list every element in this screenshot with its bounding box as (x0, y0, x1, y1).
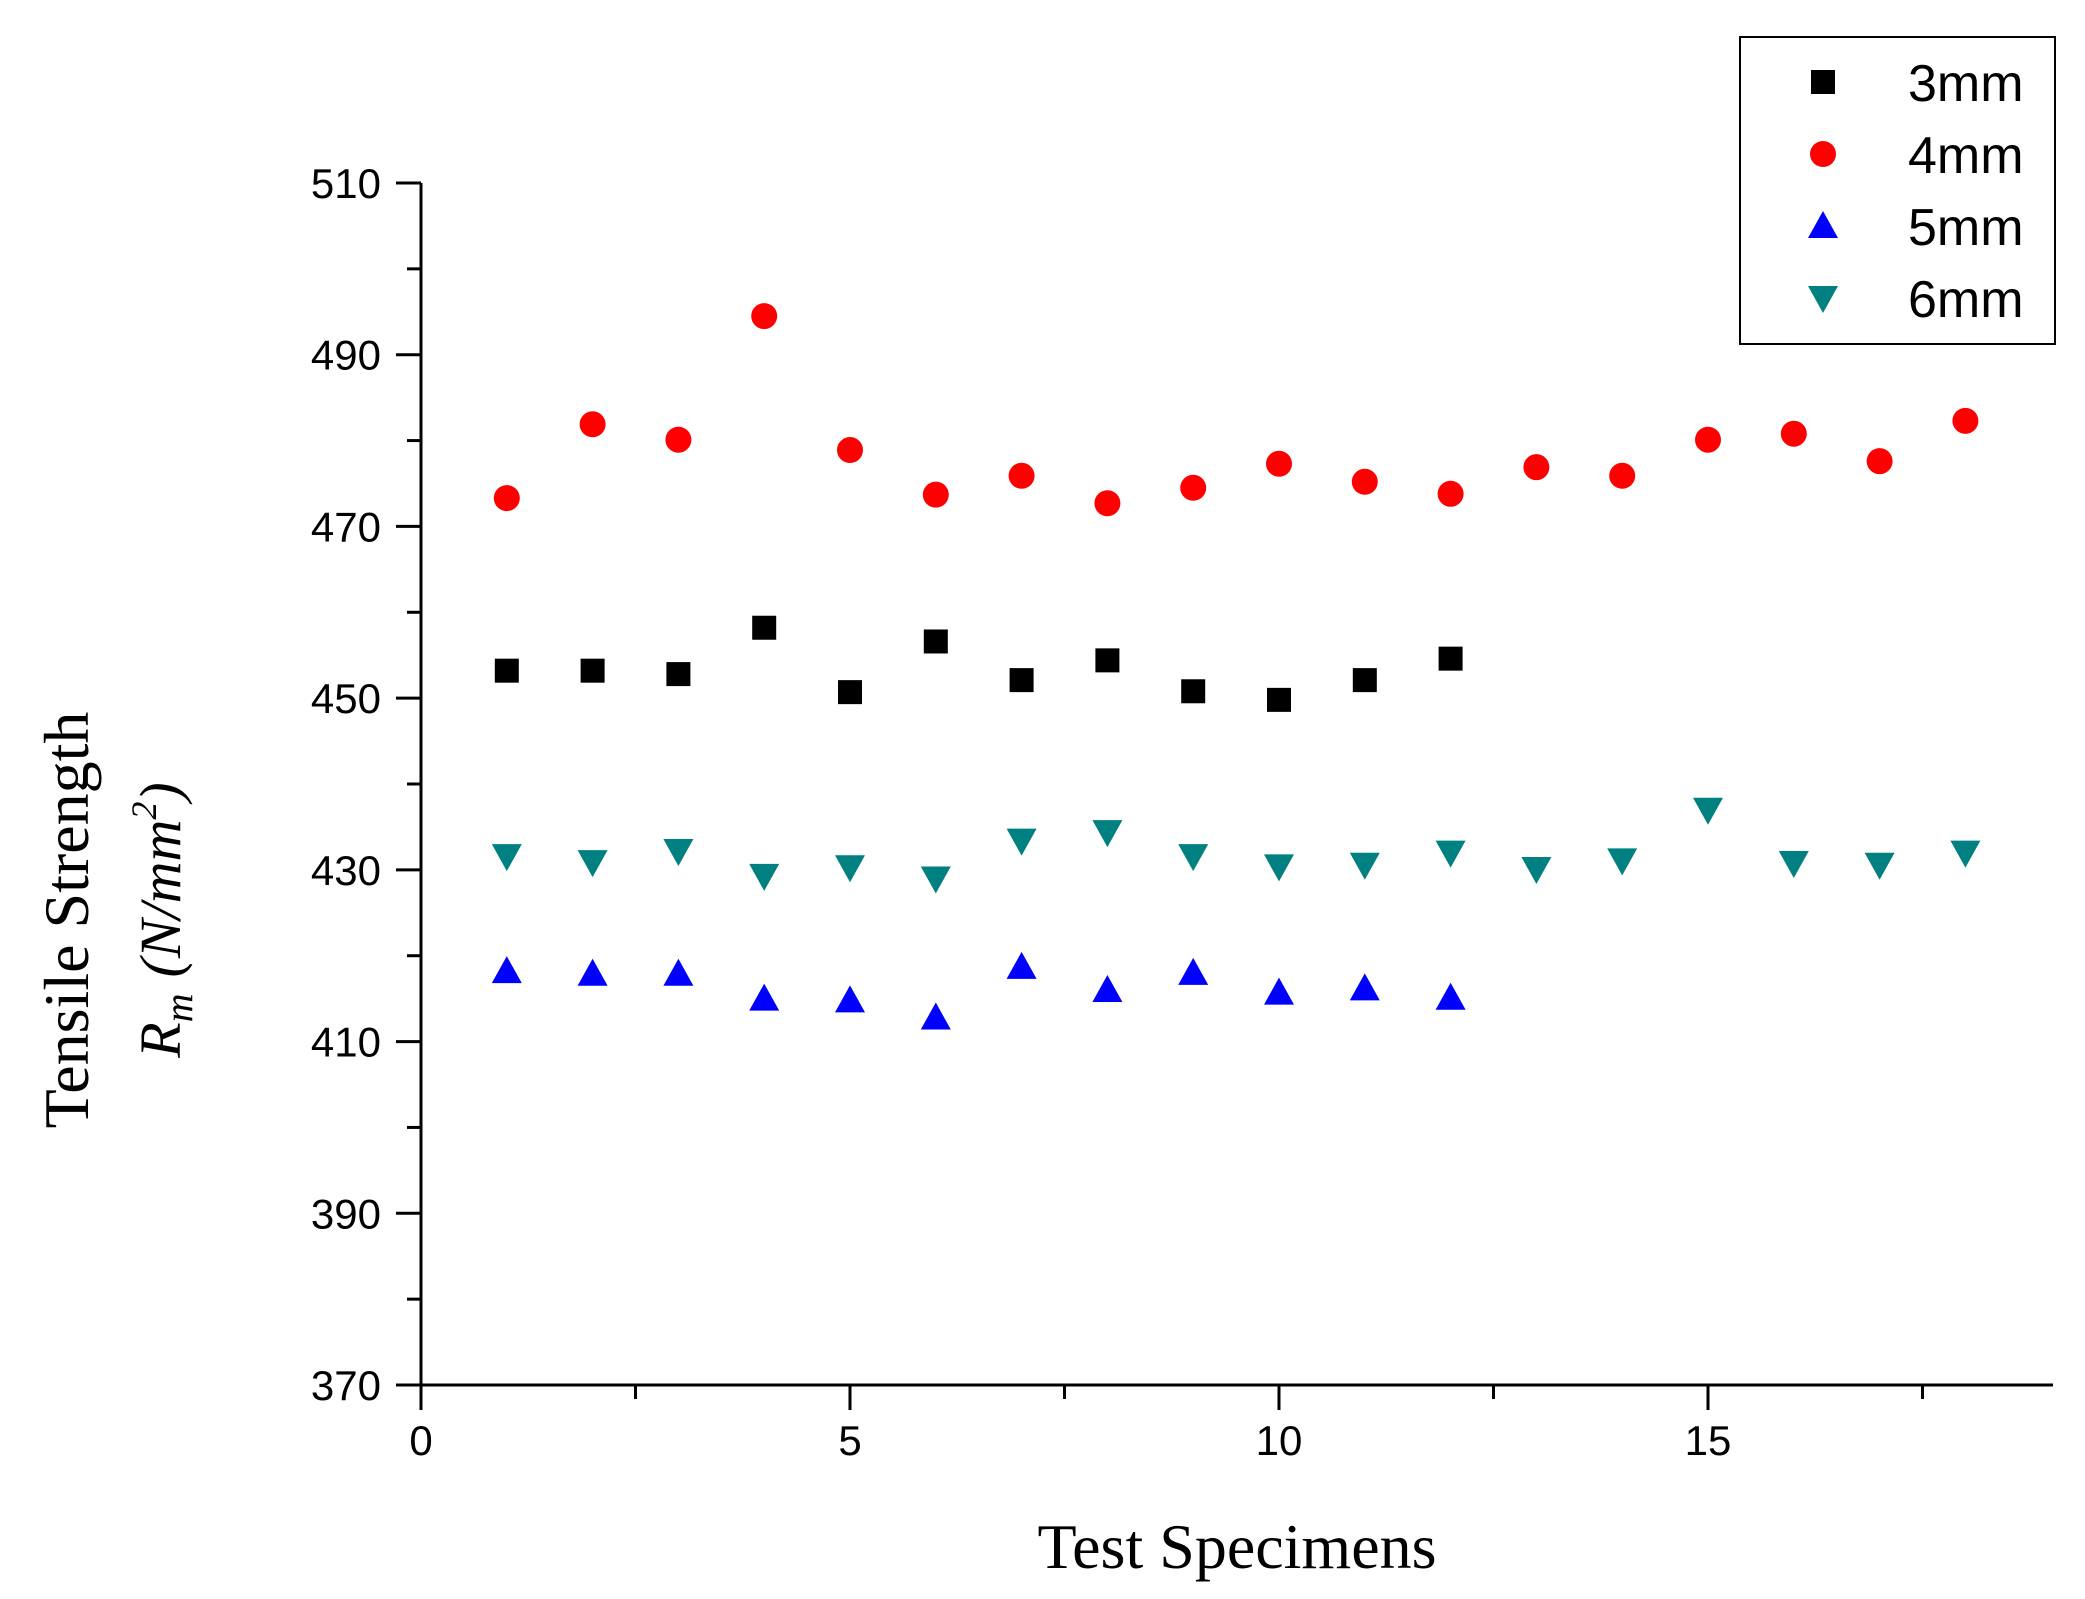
data-point-6mm (1693, 797, 1723, 825)
y-tick-label: 490 (311, 332, 381, 379)
data-point-4mm (1780, 420, 1807, 447)
data-point-5mm (835, 985, 865, 1013)
data-point-6mm (1264, 854, 1294, 882)
data-point-3mm (1009, 668, 1034, 693)
data-point-5mm (1178, 957, 1209, 985)
series-4mm (493, 303, 1979, 517)
data-point-4mm (1523, 454, 1550, 481)
data-point-4mm (1609, 462, 1636, 489)
data-point-6mm (1006, 828, 1037, 856)
y-axis-symbol-label: Rm (N/mm2) (124, 782, 201, 1059)
units-power: 2 (124, 802, 164, 820)
data-point-3mm (923, 629, 948, 654)
legend-marker-4mm (1810, 141, 1836, 167)
data-point-4mm (1351, 468, 1378, 495)
data-point-4mm (751, 303, 778, 330)
y-axis-title: Tensile Strength (31, 712, 102, 1129)
legend-marker-3mm (1811, 70, 1835, 94)
data-point-5mm (1435, 982, 1466, 1010)
data-point-4mm (1695, 426, 1721, 453)
data-point-5mm (577, 958, 608, 986)
y-tick-label: 390 (311, 1190, 381, 1237)
data-point-4mm (1866, 448, 1893, 475)
data-point-4mm (1180, 474, 1207, 501)
legend-label-6mm: 6mm (1908, 271, 2024, 329)
y-tick-label: 450 (311, 675, 381, 722)
data-point-6mm (577, 850, 608, 878)
legend-label-3mm: 3mm (1908, 55, 2024, 113)
data-point-3mm (1267, 687, 1291, 712)
data-point-6mm (1349, 852, 1380, 880)
rm-symbol: R (128, 1022, 193, 1058)
data-point-6mm (1778, 850, 1809, 878)
data-point-5mm (1264, 977, 1294, 1005)
data-point-5mm (663, 958, 694, 986)
x-ticks: 0 5 10 15 (409, 1385, 1924, 1464)
data-point-4mm (579, 411, 606, 438)
y-tick-label: 470 (311, 503, 381, 550)
y-tick-label: 510 (311, 160, 381, 207)
data-point-3mm (494, 658, 519, 683)
data-point-4mm (493, 485, 520, 512)
data-point-5mm (491, 956, 522, 984)
data-point-6mm (1607, 848, 1638, 876)
series-3mm (494, 615, 1463, 712)
data-point-4mm (837, 437, 863, 464)
data-point-4mm (1094, 490, 1121, 517)
data-point-6mm (1950, 840, 1981, 868)
y-ticks: 370 390 410 430 450 470 490 510 (311, 160, 421, 1409)
data-point-3mm (1438, 646, 1463, 671)
y-tick-label: 410 (311, 1019, 381, 1066)
units-open: (N/mm (128, 820, 193, 978)
data-point-3mm (1181, 679, 1206, 704)
legend-marker-6mm (1808, 286, 1838, 313)
data-point-6mm (1864, 852, 1895, 880)
data-point-6mm (749, 863, 780, 891)
y-tick-label: 370 (311, 1362, 381, 1409)
legend-box (1739, 36, 2056, 345)
rm-subscript: m (156, 993, 201, 1022)
legend: 3mm 4mm 5mm 6mm (1739, 36, 2056, 345)
data-point-6mm (920, 866, 951, 894)
data-point-6mm (663, 838, 694, 866)
x-axis-title: Test Specimens (1038, 1511, 1437, 1582)
data-point-4mm (665, 426, 692, 453)
x-tick-label: 15 (1685, 1417, 1732, 1464)
data-point-5mm (1349, 973, 1380, 1001)
data-point-3mm (666, 662, 691, 687)
data-point-3mm (580, 658, 605, 683)
data-point-6mm (1092, 820, 1123, 848)
data-point-5mm (1006, 951, 1037, 979)
data-point-4mm (922, 481, 949, 508)
data-point-5mm (1092, 975, 1123, 1003)
data-point-4mm (1008, 462, 1035, 489)
legend-label-5mm: 5mm (1908, 199, 2024, 257)
data-point-3mm (838, 680, 862, 705)
data-point-5mm (920, 1002, 951, 1030)
series-5mm (491, 951, 1466, 1030)
data-point-4mm (1952, 407, 1979, 434)
data-point-6mm (835, 855, 865, 883)
data-point-3mm (1352, 668, 1377, 693)
x-tick-label: 5 (838, 1417, 861, 1464)
data-point-4mm (1437, 480, 1464, 507)
data-point-3mm (1095, 648, 1120, 673)
units-close: ) (128, 782, 193, 804)
data-point-5mm (749, 983, 780, 1011)
axes (419, 183, 2053, 1387)
series-6mm (491, 797, 1981, 894)
x-tick-label: 10 (1256, 1417, 1303, 1464)
data-points (491, 303, 1981, 1030)
x-tick-label: 0 (409, 1417, 432, 1464)
data-point-6mm (1178, 844, 1209, 872)
legend-marker-5mm (1808, 211, 1838, 238)
y-tick-label: 430 (311, 847, 381, 894)
data-point-6mm (1521, 856, 1552, 884)
data-point-6mm (1435, 840, 1466, 868)
data-point-4mm (1266, 450, 1292, 477)
data-point-6mm (491, 844, 522, 872)
data-point-3mm (752, 615, 777, 640)
legend-label-4mm: 4mm (1908, 127, 2024, 185)
